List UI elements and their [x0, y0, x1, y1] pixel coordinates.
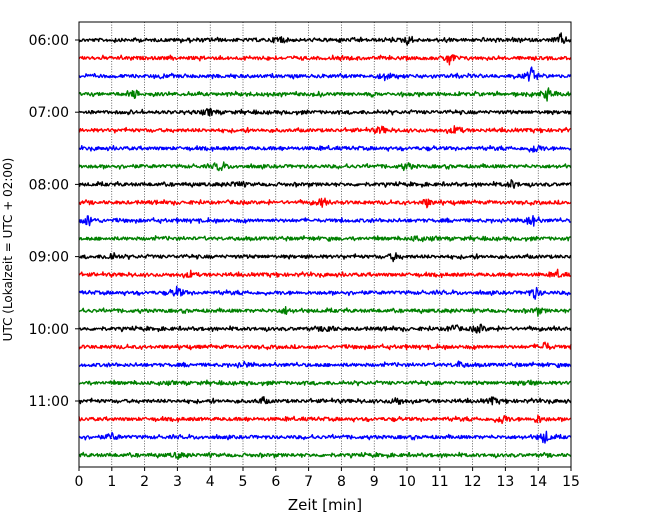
seismogram-trace — [78, 197, 572, 209]
x-tick-label: 3 — [173, 474, 182, 490]
seismogram-trace — [78, 360, 572, 369]
plot-frame — [78, 21, 572, 468]
seismogram-trace — [78, 235, 572, 243]
y-tick-label: 09:00 — [29, 250, 69, 266]
y-tick-label: 11:00 — [29, 394, 69, 410]
seismogram-trace — [78, 414, 572, 425]
x-tick-label: 12 — [464, 474, 482, 490]
y-tick-label: 06:00 — [29, 33, 69, 49]
seismogram-trace — [78, 54, 572, 66]
seismogram-trace — [78, 379, 572, 387]
y-tick-label: 07:00 — [29, 105, 69, 121]
x-tick-label: 6 — [271, 474, 280, 490]
x-tick-label: 4 — [206, 474, 215, 490]
x-tick-label: 1 — [107, 474, 116, 490]
seismogram-trace — [78, 66, 572, 82]
seismogram-trace — [78, 306, 572, 317]
x-tick-label: 8 — [337, 474, 346, 490]
seismogram-trace — [78, 430, 572, 444]
seismogram-trace — [78, 107, 572, 117]
seismogram-trace — [78, 32, 572, 46]
seismogram-trace — [78, 268, 572, 279]
x-tick-label: 11 — [431, 474, 449, 490]
seismogram-trace — [78, 161, 572, 172]
x-tick-label: 5 — [239, 474, 248, 490]
x-tick-label: 9 — [370, 474, 379, 490]
x-tick-label: 2 — [140, 474, 149, 490]
seismogram-trace — [78, 179, 572, 189]
seismogram-trace — [78, 87, 572, 102]
y-axis: 06:00 07:00 08:00 09:00 10:00 11:00 — [29, 33, 79, 410]
seismogram-trace — [78, 341, 572, 351]
seismogram-trace — [78, 144, 572, 153]
y-tick-label: 10:00 — [29, 322, 69, 338]
seismogram-trace — [78, 125, 572, 135]
x-axis-label: Zeit [min] — [288, 496, 362, 514]
x-axis: 0 1 2 3 4 5 6 7 8 9 10 11 12 13 14 15 — [75, 467, 580, 490]
seismogram-trace — [78, 396, 572, 406]
x-tick-label: 7 — [304, 474, 313, 490]
seismogram-trace — [78, 214, 572, 227]
seismogram-trace — [78, 285, 572, 300]
x-tick-label: 10 — [398, 474, 416, 490]
x-tick-label: 15 — [562, 474, 580, 490]
y-tick-label: 08:00 — [29, 177, 69, 193]
seismogram-trace — [78, 323, 572, 334]
x-tick-label: 14 — [529, 474, 547, 490]
seismogram-trace — [78, 451, 572, 460]
y-axis-label: UTC (Lokalzeit = UTC + 02:00) — [1, 158, 15, 342]
trace-group — [78, 32, 572, 460]
seismogram-trace — [78, 252, 572, 263]
x-tick-label: 13 — [496, 474, 514, 490]
x-tick-label: 0 — [75, 474, 84, 490]
